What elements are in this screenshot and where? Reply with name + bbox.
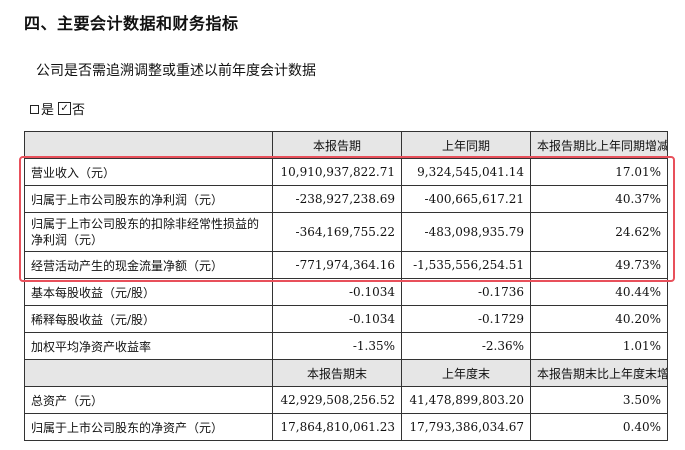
cell-value: -0.1034 xyxy=(272,305,402,333)
header-cell: 上年同期 xyxy=(401,131,531,159)
cell-value: 10,910,937,822.71 xyxy=(272,158,402,186)
header-cell: 本报告期末 xyxy=(272,359,402,387)
cell-value: -400,665,617.21 xyxy=(401,185,531,213)
row-label: 营业收入（元） xyxy=(24,158,273,186)
header-cell: 本报告期 xyxy=(272,131,402,159)
cell-value: -2.36% xyxy=(401,332,531,360)
yes-checkbox[interactable] xyxy=(30,105,39,114)
row-label: 经营活动产生的现金流量净额（元） xyxy=(24,251,273,279)
restatement-choice: 是 ✓ 否 xyxy=(30,99,85,118)
cell-value: -1.35% xyxy=(272,332,402,360)
header-cell xyxy=(24,359,273,387)
header-cell: 本报告期末比上年度末增减 xyxy=(530,359,668,387)
row-label: 基本每股收益（元/股） xyxy=(24,278,273,306)
cell-value: 17,864,810,061.23 xyxy=(272,413,402,441)
cell-value: 17,793,386,034.67 xyxy=(401,413,531,441)
cell-value: -1,535,556,254.51 xyxy=(401,251,531,279)
table-row: 经营活动产生的现金流量净额（元） -771,974,364.16 -1,535,… xyxy=(24,251,668,279)
table-row: 加权平均净资产收益率 -1.35% -2.36% 1.01% xyxy=(24,332,668,360)
cell-value: -0.1034 xyxy=(272,278,402,306)
cell-value: 24.62% xyxy=(530,212,668,252)
cell-value: 40.37% xyxy=(530,185,668,213)
header-cell: 本报告期比上年同期增减 xyxy=(530,131,668,159)
no-label: 否 xyxy=(72,103,86,118)
table-row: 归属于上市公司股东的净资产（元） 17,864,810,061.23 17,79… xyxy=(24,413,668,441)
cell-value: 1.01% xyxy=(530,332,668,360)
cell-value: 17.01% xyxy=(530,158,668,186)
cell-value: 40.20% xyxy=(530,305,668,333)
table-header-row: 本报告期末 上年度末 本报告期末比上年度末增减 xyxy=(24,359,668,387)
table-row: 归属于上市公司股东的净利润（元） -238,927,238.69 -400,66… xyxy=(24,185,668,213)
row-label: 归属于上市公司股东的净资产（元） xyxy=(24,413,273,441)
cell-value: 42,929,508,256.52 xyxy=(272,386,402,414)
cell-value: 49.73% xyxy=(530,251,668,279)
cell-value: 41,478,899,803.20 xyxy=(401,386,531,414)
row-label: 稀释每股收益（元/股） xyxy=(24,305,273,333)
cell-value: 0.40% xyxy=(530,413,668,441)
no-checkbox-checked[interactable]: ✓ xyxy=(58,102,72,115)
row-label: 归属于上市公司股东的扣除非经常性损益的净利润（元） xyxy=(24,212,273,252)
cell-value: -771,974,364.16 xyxy=(272,251,402,279)
cell-value: -364,169,755.22 xyxy=(272,212,402,252)
section-heading: 四、主要会计数据和财务指标 xyxy=(24,14,239,33)
cell-value: -0.1729 xyxy=(401,305,531,333)
cell-value: -483,098,935.79 xyxy=(401,212,531,252)
row-label: 总资产（元） xyxy=(24,386,273,414)
header-cell: 上年度末 xyxy=(401,359,531,387)
table-header-row: 本报告期 上年同期 本报告期比上年同期增减 xyxy=(24,131,668,159)
cell-value: -0.1736 xyxy=(401,278,531,306)
cell-value: 9,324,545,041.14 xyxy=(401,158,531,186)
table-row: 基本每股收益（元/股） -0.1034 -0.1736 40.44% xyxy=(24,278,668,306)
table-row: 稀释每股收益（元/股） -0.1034 -0.1729 40.20% xyxy=(24,305,668,333)
cell-value: 40.44% xyxy=(530,278,668,306)
financial-indicators-table: 本报告期 上年同期 本报告期比上年同期增减 营业收入（元） 10,910,937… xyxy=(24,131,668,441)
row-label: 归属于上市公司股东的净利润（元） xyxy=(24,185,273,213)
row-label: 加权平均净资产收益率 xyxy=(24,332,273,360)
yes-label: 是 xyxy=(41,103,55,118)
table-row: 归属于上市公司股东的扣除非经常性损益的净利润（元） -364,169,755.2… xyxy=(24,212,668,252)
cell-value: -238,927,238.69 xyxy=(272,185,402,213)
table-row: 营业收入（元） 10,910,937,822.71 9,324,545,041.… xyxy=(24,158,668,186)
header-cell xyxy=(24,131,273,159)
table-row: 总资产（元） 42,929,508,256.52 41,478,899,803.… xyxy=(24,386,668,414)
cell-value: 3.50% xyxy=(530,386,668,414)
restatement-question: 公司是否需追溯调整或重述以前年度会计数据 xyxy=(36,63,316,79)
